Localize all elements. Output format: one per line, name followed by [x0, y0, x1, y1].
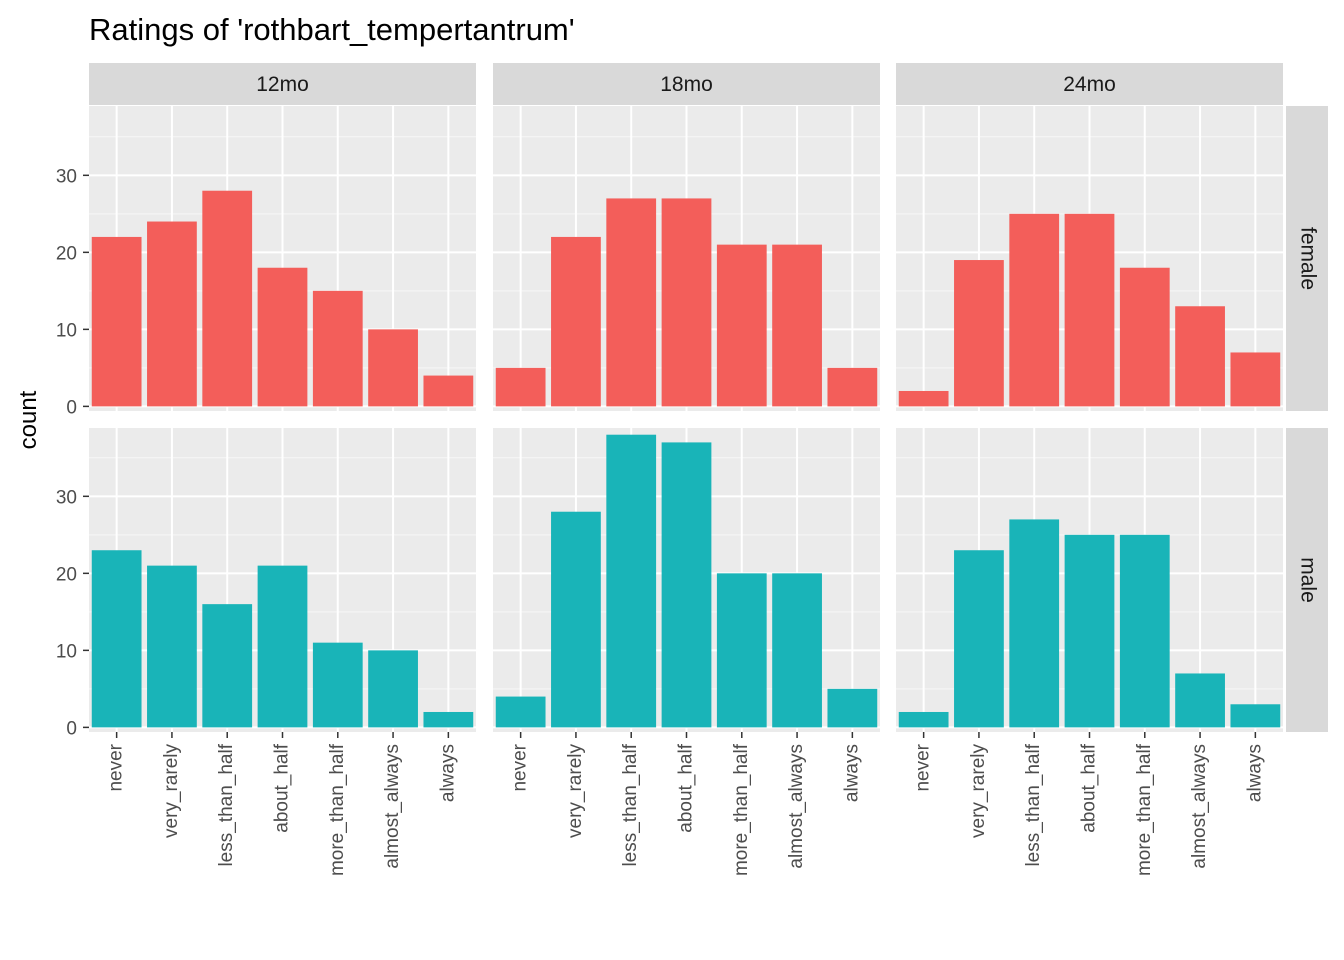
bar-very_rarely: [551, 511, 601, 728]
y-tick-label: 0: [66, 397, 77, 418]
facet-strip-label: 24mo: [1063, 73, 1116, 96]
bar-less_than_half: [1009, 213, 1060, 407]
panel-18mo-male: [493, 428, 880, 732]
panel-24mo-female: [896, 106, 1283, 411]
x-tick-label: very_rarely: [968, 744, 989, 838]
x-tick-label: always: [841, 744, 862, 802]
bar-always: [423, 375, 474, 407]
bar-always: [1230, 352, 1281, 407]
bar-very_rarely: [147, 221, 197, 407]
bar-more_than_half: [312, 290, 363, 407]
panel-24mo-male: [896, 428, 1283, 732]
facet-strip-label: male: [1296, 557, 1319, 603]
bar-never: [91, 236, 142, 407]
bar-more_than_half: [716, 244, 767, 407]
x-tick-label: never: [106, 743, 127, 791]
y-tick-label: 0: [66, 718, 77, 739]
x-tick-label: never: [913, 743, 934, 791]
bar-never: [898, 711, 949, 728]
x-tick-label: very_rarely: [161, 744, 182, 838]
bar-almost_always: [1175, 673, 1225, 728]
bar-almost_always: [772, 244, 822, 407]
facet-strip-label: female: [1296, 227, 1319, 290]
x-tick-label: less_than_half: [216, 743, 237, 866]
y-axis-title: count: [15, 390, 42, 449]
x-tick-label: more_than_half: [327, 743, 348, 876]
bar-never: [898, 390, 949, 407]
bar-never: [495, 696, 546, 728]
x-tick-label: never: [510, 743, 531, 791]
bar-almost_always: [368, 650, 418, 728]
bar-never: [91, 550, 142, 728]
panel-18mo-female: [493, 106, 880, 411]
bar-less_than_half: [1009, 519, 1060, 728]
bar-almost_always: [772, 573, 822, 728]
bar-very_rarely: [954, 260, 1004, 407]
x-tick-label: very_rarely: [565, 744, 586, 838]
bar-more_than_half: [716, 573, 767, 728]
x-tick-label: about_half: [676, 743, 697, 832]
y-tick-label: 10: [56, 320, 77, 341]
bar-about_half: [1064, 534, 1115, 728]
bar-always: [423, 711, 474, 728]
y-tick-label: 20: [56, 564, 77, 585]
bar-less_than_half: [606, 434, 657, 728]
facet-strip-12mo: [89, 63, 476, 105]
chart-title: Ratings of 'rothbart_tempertantrum': [89, 12, 575, 47]
x-tick-label: almost_always: [1189, 744, 1210, 869]
bar-almost_always: [1175, 306, 1225, 407]
bar-about_half: [257, 267, 308, 407]
facet-strip-label: 12mo: [256, 73, 309, 96]
facet-strip-18mo: [493, 63, 880, 105]
x-tick-label: less_than_half: [620, 743, 641, 866]
x-tick-label: almost_always: [382, 744, 403, 869]
bar-more_than_half: [312, 642, 363, 728]
y-tick-label: 30: [56, 166, 77, 187]
bar-always: [1230, 704, 1281, 728]
bar-more_than_half: [1119, 534, 1170, 728]
bar-about_half: [661, 198, 712, 407]
y-tick-label: 30: [56, 487, 77, 508]
bar-never: [495, 367, 546, 407]
x-tick-label: more_than_half: [731, 743, 752, 876]
bar-less_than_half: [202, 604, 253, 728]
bar-about_half: [257, 565, 308, 728]
bar-more_than_half: [1119, 267, 1170, 407]
bar-less_than_half: [606, 198, 657, 407]
bar-very_rarely: [954, 550, 1004, 728]
bar-about_half: [661, 442, 712, 728]
panel-12mo-female: [89, 106, 476, 411]
facet-strip-female: [1286, 106, 1328, 411]
x-tick-label: about_half: [272, 743, 293, 832]
bar-very_rarely: [551, 236, 601, 407]
facet-strip-male: [1286, 428, 1328, 732]
y-tick-label: 20: [56, 243, 77, 264]
facet-strip-label: 18mo: [660, 73, 713, 96]
x-tick-label: more_than_half: [1134, 743, 1155, 876]
x-tick-label: almost_always: [786, 744, 807, 869]
x-tick-label: always: [437, 744, 458, 802]
bar-less_than_half: [202, 190, 253, 407]
bar-almost_always: [368, 329, 418, 407]
bar-about_half: [1064, 213, 1115, 407]
panel-12mo-male: [89, 428, 476, 732]
x-tick-label: always: [1244, 744, 1265, 802]
bar-very_rarely: [147, 565, 197, 728]
x-tick-label: about_half: [1079, 743, 1100, 832]
bar-always: [827, 367, 878, 407]
y-tick-label: 10: [56, 641, 77, 662]
panels-layer: 12mo 18mo 24mo female male 0 10 20 30 0 10 20 30 neve…: [56, 63, 1328, 876]
bar-always: [827, 688, 878, 728]
x-tick-label: less_than_half: [1023, 743, 1044, 866]
facet-strip-24mo: [896, 63, 1283, 105]
